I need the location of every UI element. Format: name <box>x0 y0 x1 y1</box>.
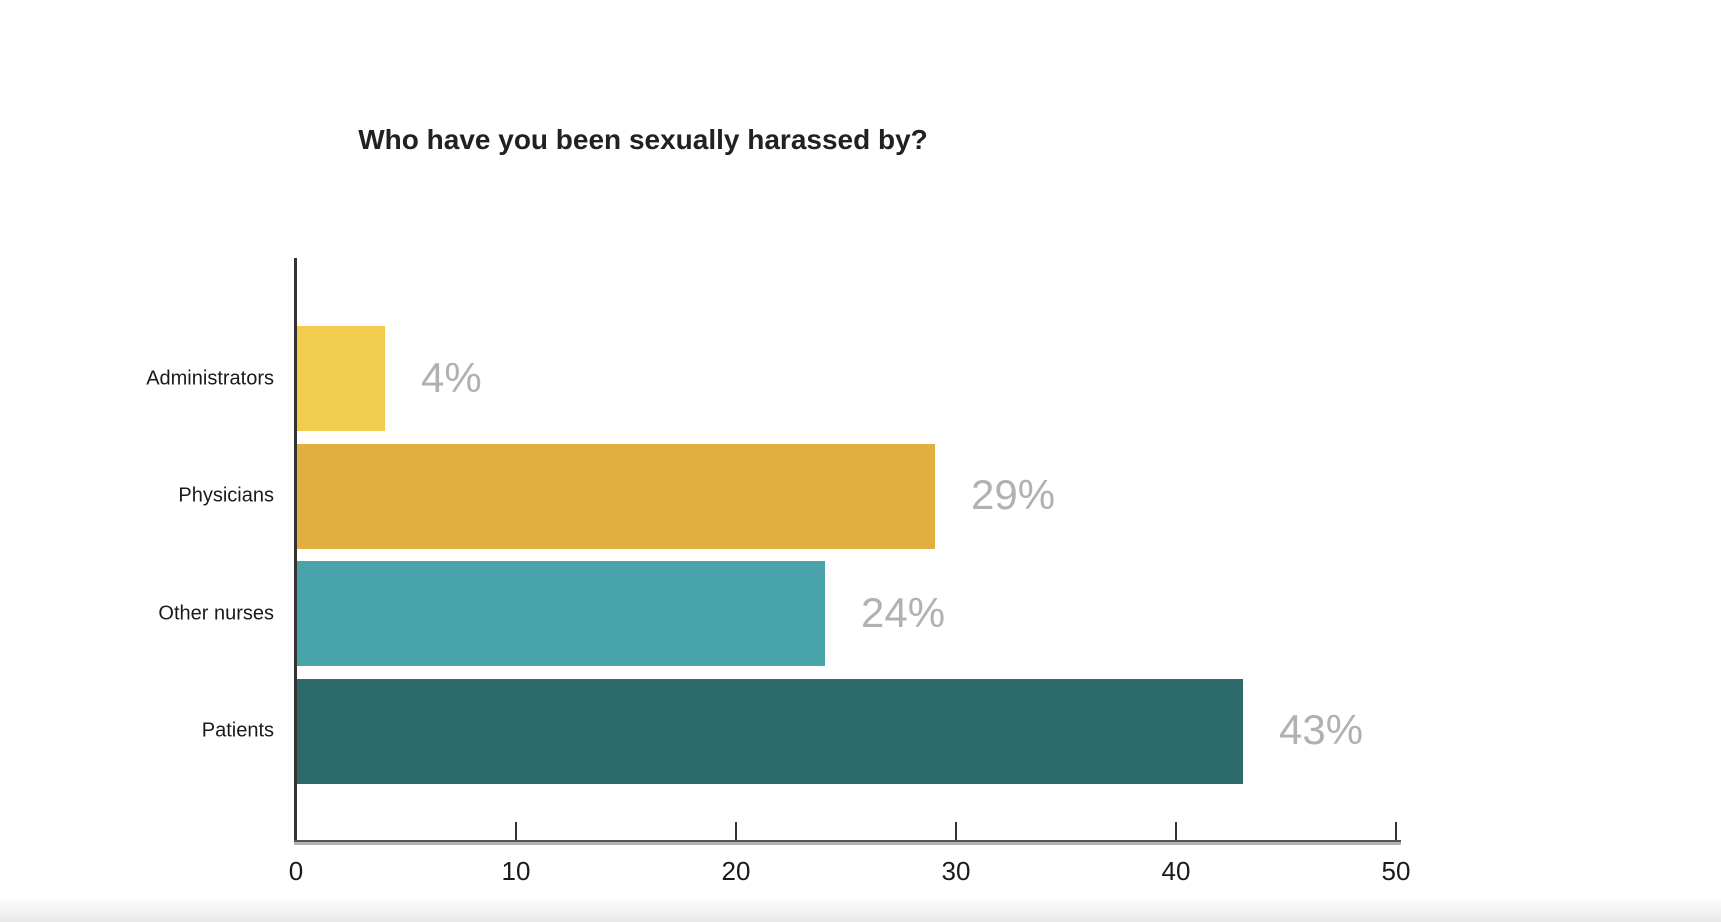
category-label: Other nurses <box>158 602 274 624</box>
x-tick-mark <box>515 822 517 840</box>
x-tick-mark <box>735 822 737 840</box>
value-label: 29% <box>971 471 1056 519</box>
value-label: 4% <box>421 353 482 401</box>
chart-title: Who have you been sexually harassed by? <box>358 124 928 155</box>
x-tick-label: 10 <box>501 856 531 886</box>
x-axis-line <box>294 840 1401 845</box>
value-label: 24% <box>861 588 946 636</box>
value-label: 43% <box>1279 706 1364 754</box>
bar-other-nurses[interactable] <box>297 561 825 666</box>
category-label: Administrators <box>146 367 274 389</box>
x-tick-mark <box>1395 822 1397 840</box>
bar-patients[interactable] <box>297 678 1243 784</box>
y-axis-line <box>294 258 297 843</box>
x-tick-label: 20 <box>721 856 751 886</box>
x-tick-mark <box>955 822 957 840</box>
x-tick-label: 40 <box>1161 856 1191 886</box>
x-tick-label: 0 <box>288 856 304 886</box>
bar-administrators[interactable] <box>297 326 385 431</box>
bottom-shade <box>0 896 1721 922</box>
x-tick-label: 50 <box>1381 856 1411 886</box>
category-label: Patients <box>201 719 274 742</box>
x-tick-mark <box>1175 822 1177 840</box>
x-tick-label: 30 <box>941 856 971 886</box>
x-tick-mark <box>295 822 297 840</box>
category-label: Physicians <box>178 484 274 507</box>
bar-physicians[interactable] <box>297 443 935 549</box>
